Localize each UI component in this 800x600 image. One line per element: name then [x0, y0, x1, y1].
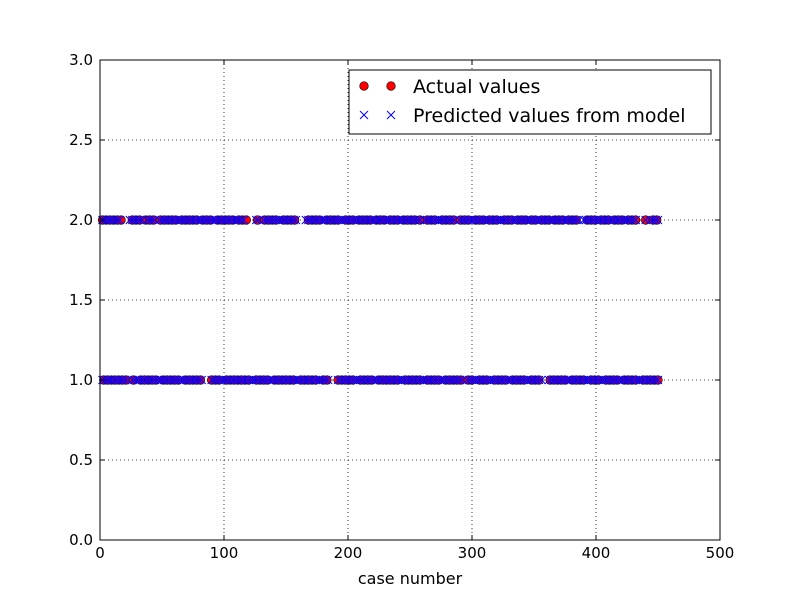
predicted-value-point [653, 375, 663, 385]
predicted-value-point [289, 215, 298, 225]
y-tick-label: 0.0 [69, 531, 93, 549]
predicted-value-point [251, 215, 261, 225]
y-tick-label: 2.5 [69, 131, 93, 149]
predicted-value-point [147, 215, 157, 225]
y-tick-label: 1.0 [69, 371, 93, 389]
legend-predicted-marker-1 [359, 110, 369, 120]
predicted-value-point [651, 375, 660, 385]
legend-actual-label: Actual values [413, 76, 540, 98]
predicted-value-point [653, 215, 663, 225]
x-tick-label: 200 [334, 544, 363, 562]
predicted-value-point [323, 375, 333, 385]
predicted-value-point [455, 375, 464, 385]
predicted-value-point [135, 215, 145, 225]
predicted-value-point [239, 215, 249, 225]
y-tick-label: 0.5 [69, 451, 93, 469]
predicted-value-point [120, 375, 130, 385]
legend-actual-marker-2 [386, 81, 396, 91]
predicted-value-point [537, 375, 546, 385]
y-tick-label: 3.0 [69, 51, 93, 69]
legend-predicted-label: Predicted values from model [413, 105, 686, 127]
predicted-value-point [291, 215, 301, 225]
data-points [97, 215, 663, 385]
legend-box [348, 69, 712, 135]
predicted-value-point [194, 375, 204, 385]
x-tick-label: 0 [95, 544, 105, 562]
y-tick-label: 1.5 [69, 291, 93, 309]
predicted-value-point [447, 215, 457, 225]
predicted-value-point [628, 215, 638, 225]
predicted-value-point [115, 215, 125, 225]
x-tick-label: 300 [458, 544, 487, 562]
x-tick-label: 400 [582, 544, 611, 562]
x-tick-label: 500 [706, 544, 735, 562]
predicted-value-point [651, 215, 660, 225]
y-tick-label: 2.0 [69, 211, 93, 229]
predicted-value-point [237, 215, 246, 225]
x-axis-label: case number [358, 569, 463, 588]
predicted-value-point [631, 215, 641, 225]
predicted-value-point [534, 375, 544, 385]
predicted-value-point [571, 215, 581, 225]
axis-ticks: 0 100 200 300 400 500 0.0 0.5 1.0 1.5 2.0 2.5 3.0 [69, 51, 734, 562]
x-tick-label: 100 [210, 544, 239, 562]
legend: Actual values Predicted values from mode… [348, 69, 712, 135]
predicted-value-point [113, 215, 122, 225]
predicted-value-point [197, 375, 207, 385]
legend-predicted-marker-2 [386, 110, 396, 120]
predicted-value-point [413, 215, 422, 225]
predicted-value-point [321, 375, 331, 385]
legend-actual-marker-1 [359, 81, 369, 91]
